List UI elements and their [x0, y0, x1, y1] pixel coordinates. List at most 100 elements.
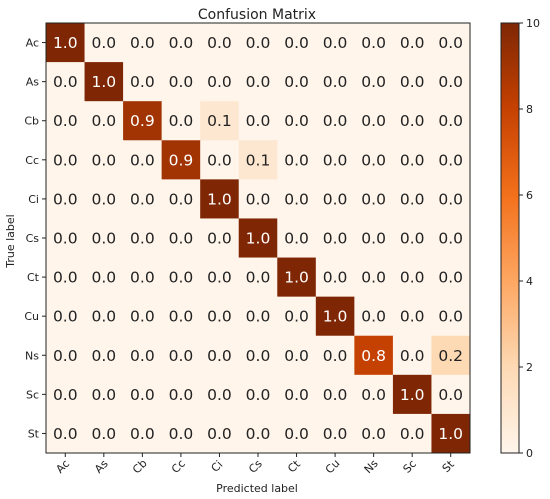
heatmap-cell [431, 413, 471, 454]
heatmap-cell [161, 218, 201, 259]
heatmap-cell [431, 140, 471, 180]
heatmap-cell [354, 23, 394, 63]
x-tick-label: Sc [401, 457, 419, 475]
cell-value-label: 0.0 [169, 190, 194, 208]
heatmap-cell [315, 101, 355, 141]
cell-value-label: 0.0 [438, 308, 463, 326]
cell-value-label: 0.0 [53, 347, 78, 365]
y-axis-label: True label [4, 214, 17, 268]
x-tick-label: As [92, 457, 111, 476]
heatmap-cell [200, 23, 240, 63]
cell-value-label: 0.0 [323, 190, 348, 208]
heatmap-cell [46, 101, 86, 141]
heatmap-cell [315, 257, 355, 298]
cell-value-label: 0.0 [53, 425, 78, 443]
cell-value-label: 0.0 [169, 308, 194, 326]
cell-value-label: 0.0 [284, 230, 309, 248]
cell-value-label: 0.0 [438, 190, 463, 208]
heatmap-cell [123, 374, 163, 415]
cell-value-label: 0.0 [400, 308, 425, 326]
cell-value-label: 0.0 [246, 190, 271, 208]
cell-value-label: 1.0 [207, 190, 232, 208]
cell-value-label: 0.0 [53, 73, 78, 91]
cell-value-label: 0.0 [130, 190, 155, 208]
heatmap-cell [315, 218, 355, 259]
cell-value-label: 0.0 [53, 269, 78, 287]
y-tick-label: Ct [27, 271, 40, 284]
heatmap-cell [238, 413, 278, 454]
cell-value-label: 0.0 [169, 347, 194, 365]
heatmap-cell [354, 296, 394, 337]
cell-value-label: 0.0 [91, 347, 116, 365]
cell-value-label: 0.0 [323, 230, 348, 248]
cell-value-label: 1.0 [284, 269, 309, 287]
heatmap-cell [277, 140, 317, 180]
heatmap-cell [200, 413, 240, 454]
x-tick-label: St [440, 457, 458, 475]
heatmap-cell [277, 218, 317, 259]
heatmap-cell [200, 218, 240, 259]
colorbar-tick-label: 6 [526, 189, 533, 202]
heatmap-cell [392, 140, 432, 180]
heatmap-cell [200, 179, 240, 219]
heatmap-cell [123, 296, 163, 337]
cell-value-label: 0.0 [130, 308, 155, 326]
heatmap-cell [46, 218, 86, 259]
cell-value-label: 1.0 [246, 230, 271, 248]
heatmap-cell [123, 218, 163, 259]
cell-value-label: 0.0 [361, 308, 386, 326]
cell-value-label: 0.0 [400, 34, 425, 52]
heatmap-cell [161, 374, 201, 415]
cell-value-label: 0.0 [91, 112, 116, 130]
y-tick-label: Cb [24, 115, 39, 128]
cell-value-label: 0.0 [91, 34, 116, 52]
heatmap-cell [354, 374, 394, 415]
cell-value-label: 1.0 [91, 73, 116, 91]
heatmap-cell [431, 218, 471, 259]
cell-value-label: 0.0 [53, 151, 78, 169]
cell-value-label: 0.0 [53, 230, 78, 248]
cell-value-label: 0.0 [207, 34, 232, 52]
heatmap-cell [161, 23, 201, 63]
heatmap-cell [354, 413, 394, 454]
heatmap-cell [123, 62, 163, 102]
heatmap-cell [200, 140, 240, 180]
cell-value-label: 0.0 [169, 34, 194, 52]
heatmap-cell [84, 179, 124, 219]
cell-value-label: 0.0 [438, 230, 463, 248]
heatmap-cell [238, 140, 278, 180]
heatmap-cell [161, 140, 201, 180]
cell-value-label: 0.0 [400, 190, 425, 208]
heatmap-cell [315, 413, 355, 454]
colorbar-tick-label: 0 [526, 447, 533, 460]
heatmap-cell-labels: 1.0 0.0 0.0 0.0 0.0 0.0 0.0 0.0 0.0 0.0 0.0 0.0 1.0 0… [53, 34, 463, 443]
heatmap-cell [354, 218, 394, 259]
heatmap-cell [84, 413, 124, 454]
cell-value-label: 0.0 [130, 73, 155, 91]
heatmap-cell [238, 296, 278, 337]
cell-value-label: 0.0 [207, 269, 232, 287]
x-tick-label: Cs [246, 457, 265, 476]
cell-value-label: 0.0 [246, 73, 271, 91]
cell-value-label: 0.0 [246, 112, 271, 130]
heatmap-cell [46, 374, 86, 415]
cell-value-label: 0.0 [169, 269, 194, 287]
cell-value-label: 0.0 [130, 386, 155, 404]
heatmap-cell [238, 101, 278, 141]
cell-value-label: 0.0 [246, 347, 271, 365]
heatmap-cell [354, 140, 394, 180]
cell-value-label: 0.0 [361, 34, 386, 52]
cell-value-label: 0.1 [207, 112, 232, 130]
cell-value-label: 0.0 [284, 425, 309, 443]
heatmap-cell [431, 101, 471, 141]
y-tick-label: Cc [25, 154, 39, 167]
heatmap-cell [161, 296, 201, 337]
heatmap-cell [431, 23, 471, 63]
heatmap-cell [200, 257, 240, 298]
cell-value-label: 0.0 [361, 151, 386, 169]
x-axis-label: Predicted label [216, 482, 298, 495]
cell-value-label: 0.9 [169, 151, 194, 169]
heatmap-cell [161, 62, 201, 102]
cell-value-label: 0.0 [323, 73, 348, 91]
